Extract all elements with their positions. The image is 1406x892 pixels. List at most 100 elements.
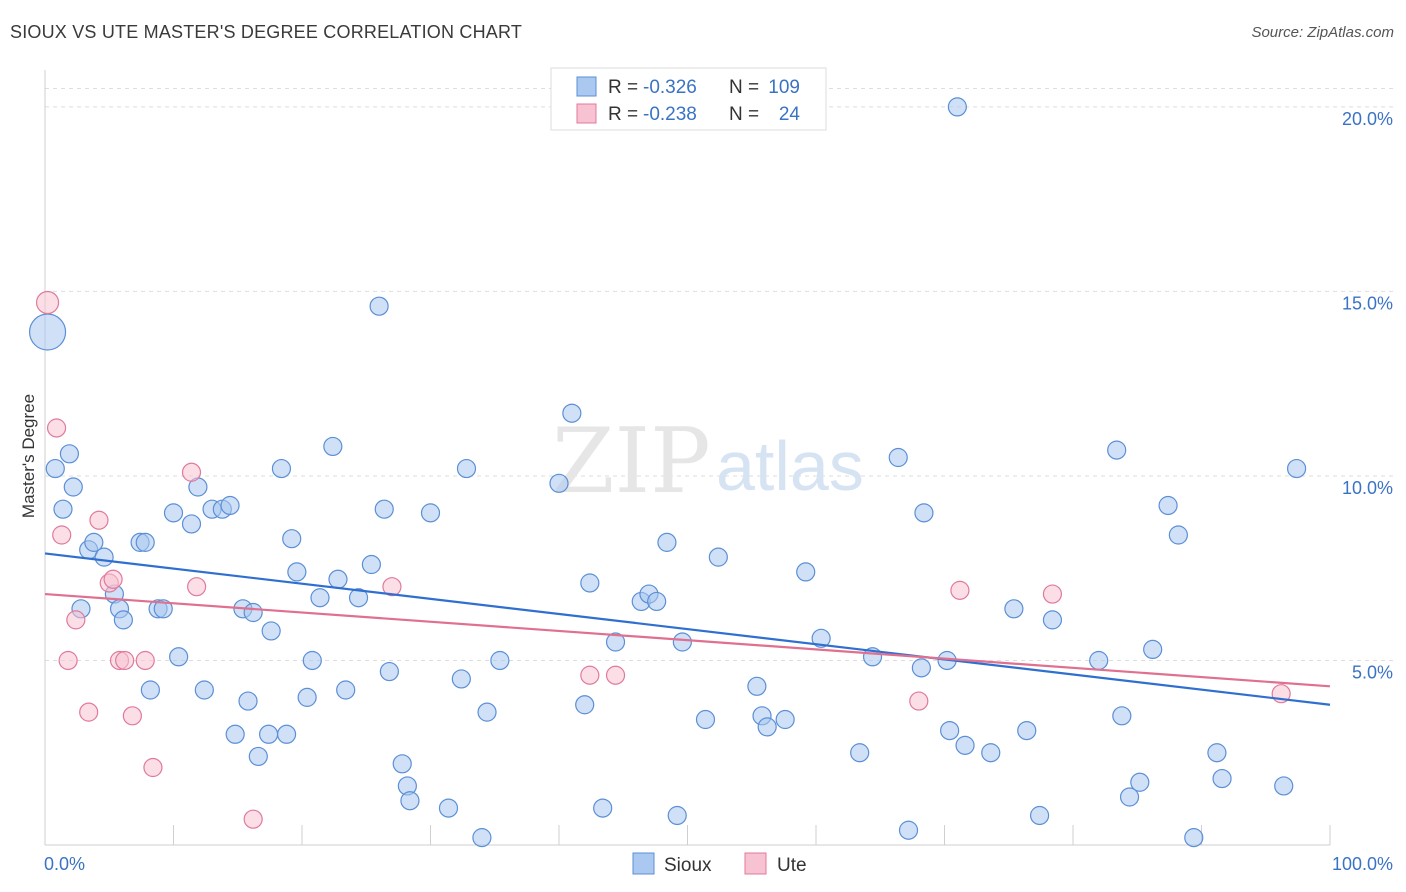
legend-swatch-sioux <box>576 76 597 97</box>
legend-r-value: -0.326 <box>643 77 697 98</box>
legend-swatch-sioux <box>632 852 655 875</box>
data-point-ute <box>187 577 207 597</box>
data-point-sioux <box>400 791 420 811</box>
data-point-sioux <box>708 547 728 567</box>
data-point-sioux <box>361 554 381 575</box>
data-point-sioux <box>248 746 268 767</box>
data-point-sioux <box>1089 650 1109 671</box>
data-point-sioux <box>562 403 582 423</box>
legend-label-sioux: Sioux <box>664 855 712 876</box>
data-point-sioux <box>477 702 497 722</box>
data-point-ute <box>243 809 263 829</box>
data-point-sioux <box>1207 743 1227 763</box>
data-point-sioux <box>94 547 114 567</box>
x-tick-label: 100.0% <box>1332 854 1393 874</box>
data-point-ute <box>115 650 135 671</box>
legend-swatch-ute <box>744 852 767 875</box>
data-point-ute <box>52 525 72 545</box>
data-point-sioux <box>194 680 214 700</box>
trend-lines <box>44 552 1331 706</box>
data-point-sioux <box>1143 639 1163 660</box>
legend-swatch-ute <box>576 103 597 124</box>
data-point-ute <box>605 665 626 685</box>
data-point-sioux <box>169 647 189 667</box>
data-point-sioux <box>258 724 279 744</box>
chart-title: SIOUX VS UTE MASTER'S DEGREE CORRELATION… <box>10 22 523 42</box>
data-point-ute <box>122 706 142 726</box>
data-point-sioux <box>238 691 258 711</box>
data-point-ute <box>35 290 60 315</box>
data-point-sioux <box>220 495 240 516</box>
data-point-sioux <box>593 798 613 818</box>
data-point-sioux <box>135 532 155 552</box>
data-point-sioux <box>63 477 83 497</box>
data-point-sioux <box>796 562 816 582</box>
watermark: ZIP atlas <box>552 409 864 514</box>
data-point-sioux <box>53 499 73 519</box>
data-point-sioux <box>549 473 569 493</box>
data-point-sioux <box>1168 525 1188 545</box>
data-point-ute <box>103 569 123 589</box>
data-point-sioux <box>59 444 80 464</box>
data-point-ute <box>580 665 600 685</box>
legend-r-label: R = <box>608 104 638 125</box>
data-point-sioux <box>888 447 908 468</box>
data-point-sioux <box>981 743 1001 763</box>
data-point-sioux <box>28 313 67 351</box>
data-point-sioux <box>336 680 356 700</box>
data-point-sioux <box>575 695 595 715</box>
data-point-sioux <box>1286 458 1307 479</box>
data-point-sioux <box>947 97 967 117</box>
legend-label-ute: Ute <box>777 855 807 876</box>
data-point-sioux <box>490 650 510 671</box>
data-point-sioux <box>456 458 477 479</box>
data-point-sioux <box>438 798 459 818</box>
data-point-sioux <box>672 632 692 652</box>
data-point-sioux <box>775 709 795 730</box>
data-point-sioux <box>747 676 767 696</box>
y-tick-labels: 5.0% 10.0% 15.0% 20.0% <box>1342 109 1393 683</box>
data-point-sioux <box>379 661 399 682</box>
watermark-zip: ZIP <box>552 409 711 514</box>
data-point-sioux <box>955 735 975 755</box>
data-point-sioux <box>1017 720 1037 741</box>
y-tick-label: 15.0% <box>1342 293 1393 313</box>
data-point-sioux <box>1112 706 1132 726</box>
data-point-ute <box>58 650 78 671</box>
data-point-sioux <box>287 562 307 582</box>
data-point-sioux <box>310 588 330 608</box>
legend-n-label: N = <box>729 104 759 125</box>
data-point-sioux <box>647 591 667 612</box>
series-sioux-points <box>28 97 1307 848</box>
series-ute-points <box>35 290 1291 829</box>
data-point-sioux <box>328 569 348 589</box>
data-point-sioux <box>181 514 202 534</box>
trend-line-sioux <box>44 552 1331 706</box>
data-point-sioux <box>153 599 173 619</box>
data-point-sioux <box>1029 805 1050 826</box>
data-point-sioux <box>472 828 492 848</box>
data-point-sioux <box>605 632 626 652</box>
legend-r-label: R = <box>608 77 638 98</box>
data-point-sioux <box>1119 787 1140 807</box>
legend-n-value: 109 <box>768 77 800 98</box>
data-point-sioux <box>392 754 412 774</box>
data-point-sioux <box>163 503 184 523</box>
data-point-ute <box>79 702 99 722</box>
data-point-sioux <box>1158 495 1178 516</box>
data-point-sioux <box>140 680 160 700</box>
data-point-sioux <box>1004 599 1024 619</box>
data-point-sioux <box>369 296 389 316</box>
data-point-sioux <box>113 610 133 630</box>
data-point-sioux <box>695 709 716 730</box>
trend-line-ute <box>44 592 1331 688</box>
legend-r-value: -0.238 <box>643 104 697 125</box>
legend-n-label: N = <box>729 77 759 98</box>
data-point-ute <box>143 757 163 778</box>
data-point-sioux <box>940 720 960 741</box>
data-point-sioux <box>420 503 441 523</box>
data-point-ute <box>909 691 929 711</box>
legend-series: Sioux Ute <box>632 852 807 876</box>
data-point-ute <box>66 610 86 630</box>
